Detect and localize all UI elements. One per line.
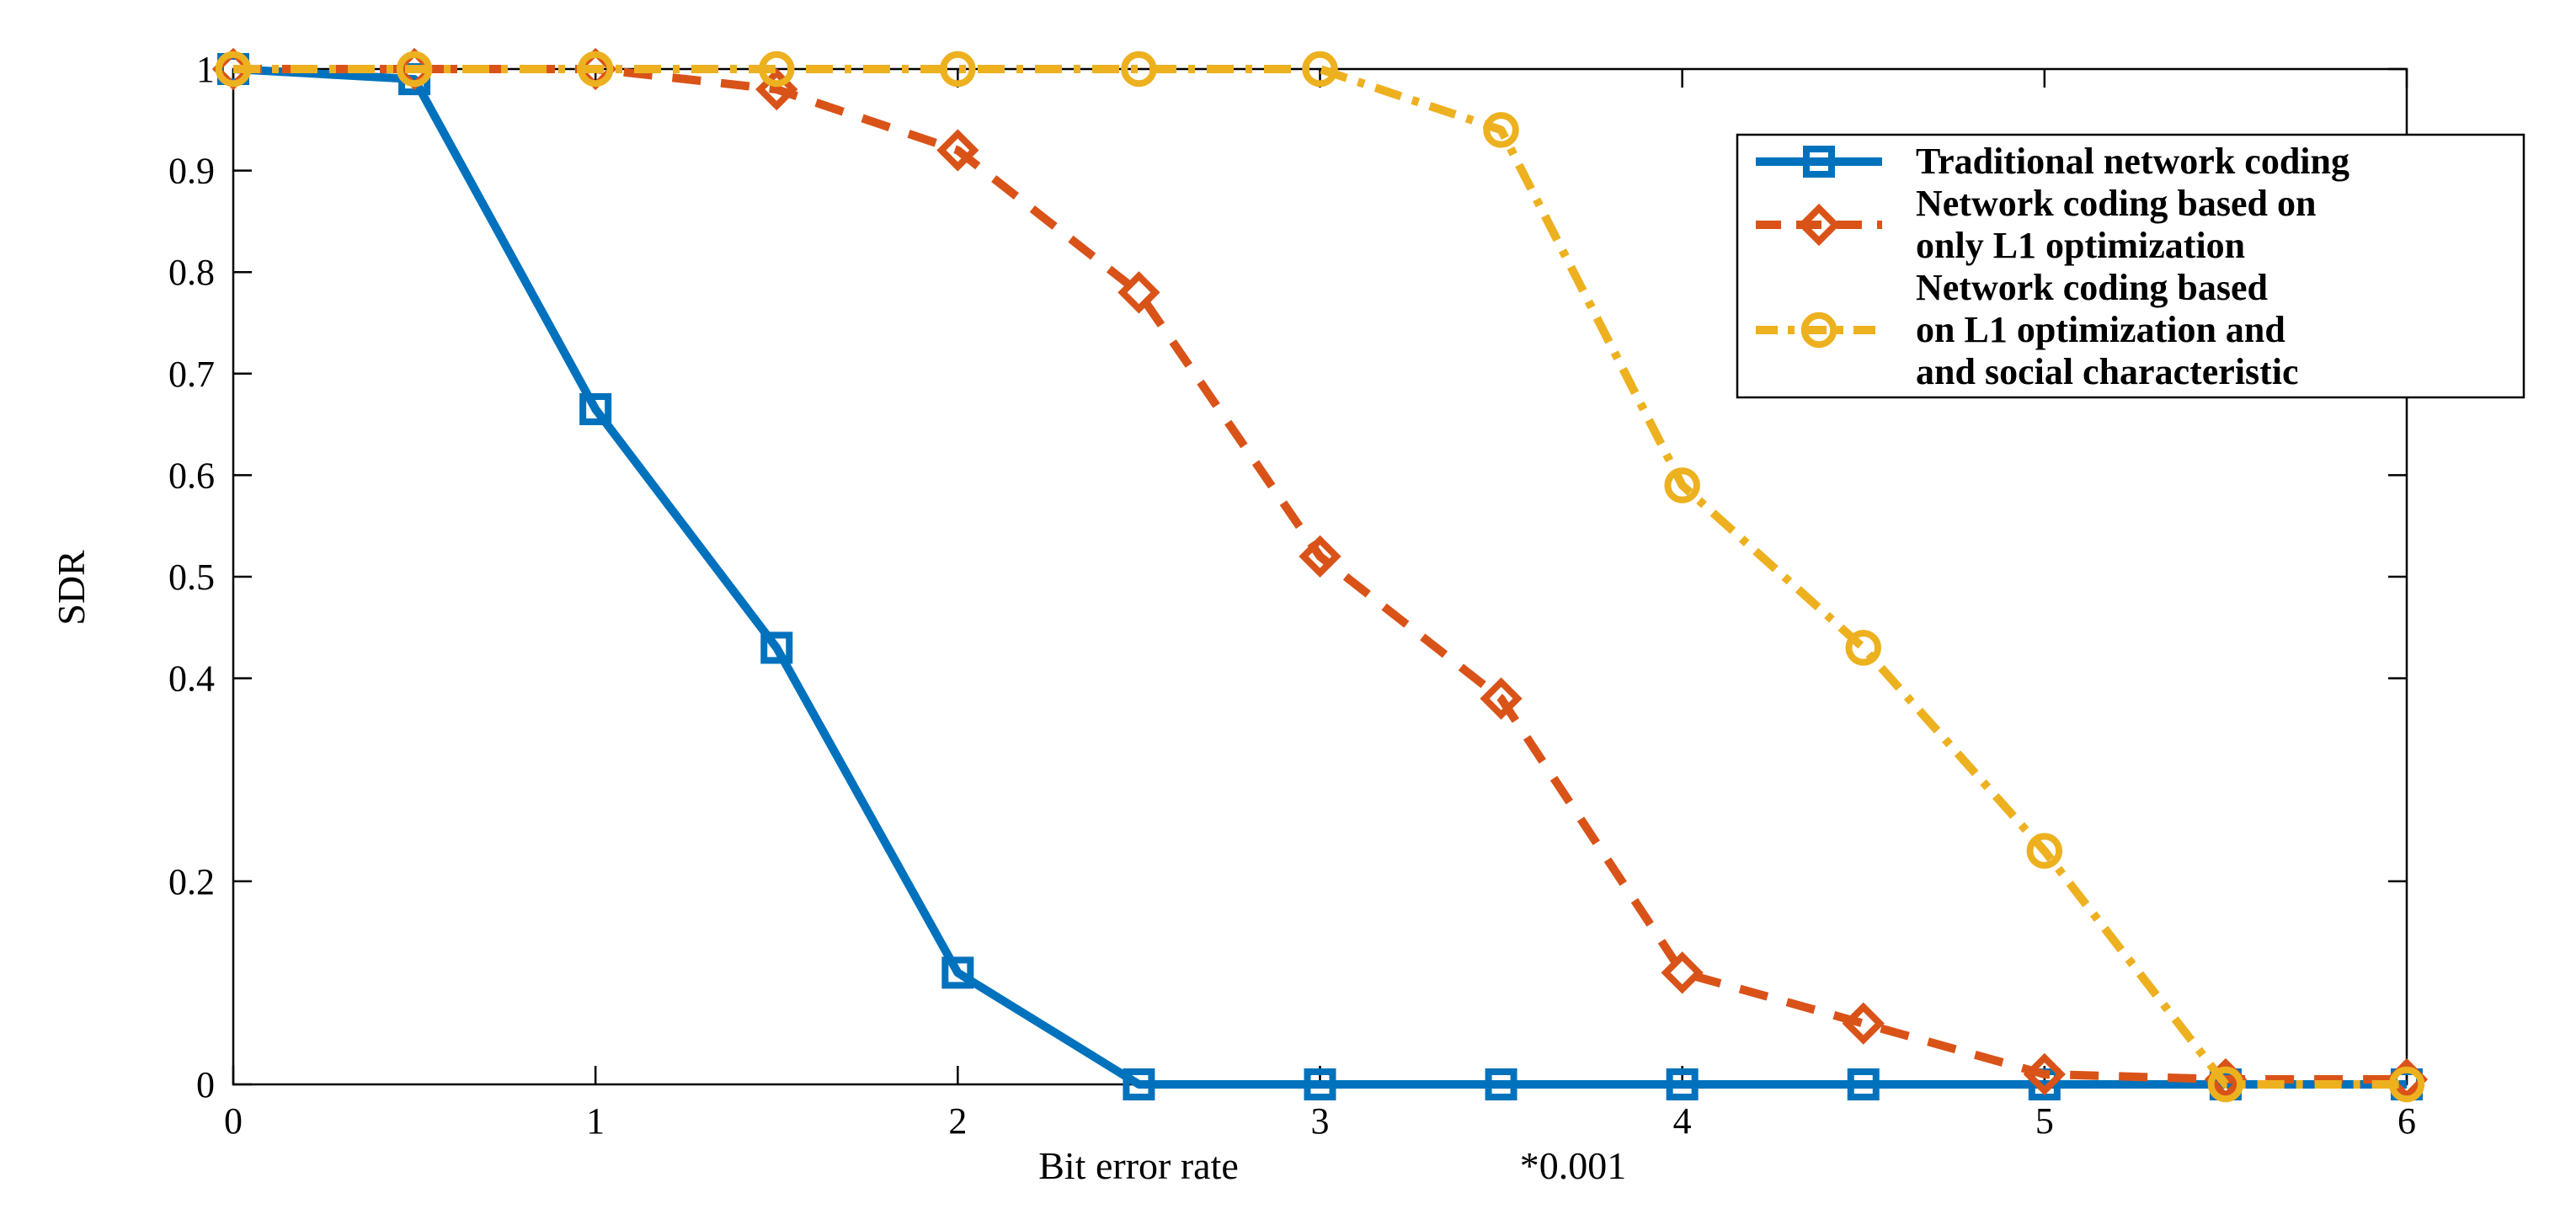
legend-label: and social characteristic: [1916, 351, 2299, 392]
data-point-marker: [215, 51, 252, 88]
data-point-marker: [1847, 1068, 1880, 1100]
series-line: [233, 65, 2407, 1089]
data-point-marker: [940, 51, 976, 88]
y-tick-label: 1: [196, 49, 215, 90]
data-point-marker: [1483, 112, 1519, 148]
data-point-marker: [1485, 1068, 1517, 1100]
data-point-marker: [396, 51, 433, 88]
x-tick-label: 4: [1673, 1100, 1692, 1142]
data-point-marker: [1661, 951, 1704, 994]
x-tick-label: 3: [1311, 1100, 1330, 1142]
legend-marker: [1797, 203, 1841, 247]
data-point-marker: [1121, 51, 1157, 88]
legend-marker: [1800, 312, 1837, 349]
x-tick-label: 5: [2035, 1100, 2054, 1142]
y-tick-label: 0.7: [168, 354, 215, 395]
data-point-marker: [1304, 1068, 1336, 1100]
data-point-marker: [1664, 467, 1700, 503]
data-point-marker: [577, 51, 614, 88]
data-point-marker: [760, 631, 793, 664]
legend-label: only L1 optimization: [1916, 225, 2245, 266]
series-3: [215, 51, 2425, 1103]
y-tick-label: 0.2: [168, 861, 215, 903]
data-point-marker: [1845, 630, 1881, 666]
x-tick-label: 1: [586, 1100, 605, 1142]
data-point-marker: [1299, 535, 1341, 578]
data-point-marker: [1666, 1068, 1699, 1100]
data-point-marker: [1480, 677, 1523, 720]
x-tick-label: 0: [224, 1100, 243, 1142]
legend-box: [1736, 133, 2525, 399]
legend-label: Traditional network coding: [1916, 141, 2349, 182]
data-point-marker: [2026, 833, 2063, 869]
y-tick-label: 0.8: [168, 252, 215, 293]
data-point-marker: [2388, 1066, 2425, 1103]
x-tick-label: 6: [2397, 1100, 2416, 1142]
plot-series: [211, 47, 2429, 1103]
data-point-marker: [2023, 1052, 2066, 1096]
legend-entry: Traditional network coding: [1756, 141, 2349, 182]
y-tick-label: 0.6: [168, 455, 215, 496]
x-axis-multiplier-label: *0.001: [1520, 1144, 1627, 1187]
x-axis-label: Bit error rate: [1038, 1144, 1239, 1187]
legend-label: Network coding based on: [1916, 183, 2317, 224]
y-tick-label: 0.4: [168, 658, 215, 700]
data-point-marker: [941, 956, 974, 989]
x-tick-label: 2: [948, 1100, 967, 1142]
data-point-marker: [1302, 51, 1338, 88]
y-tick-label: 0: [196, 1064, 215, 1105]
data-point-marker: [1117, 271, 1160, 314]
data-point-marker: [579, 393, 612, 426]
series-line: [232, 65, 2407, 1089]
data-point-marker: [755, 67, 798, 111]
legend-marker: [1803, 146, 1835, 178]
data-point-marker: [936, 129, 979, 172]
data-point-marker: [759, 51, 795, 88]
y-axis-label: SDR: [50, 550, 93, 626]
legend-label: Network coding based: [1916, 267, 2268, 308]
y-tick-label: 0.5: [168, 557, 215, 598]
legend-label: on L1 optimization and: [1916, 309, 2285, 350]
data-point-marker: [1123, 1068, 1155, 1100]
y-tick-label: 0.9: [168, 151, 215, 192]
data-point-marker: [1842, 1002, 1885, 1045]
data-point-marker: [2207, 1066, 2244, 1103]
